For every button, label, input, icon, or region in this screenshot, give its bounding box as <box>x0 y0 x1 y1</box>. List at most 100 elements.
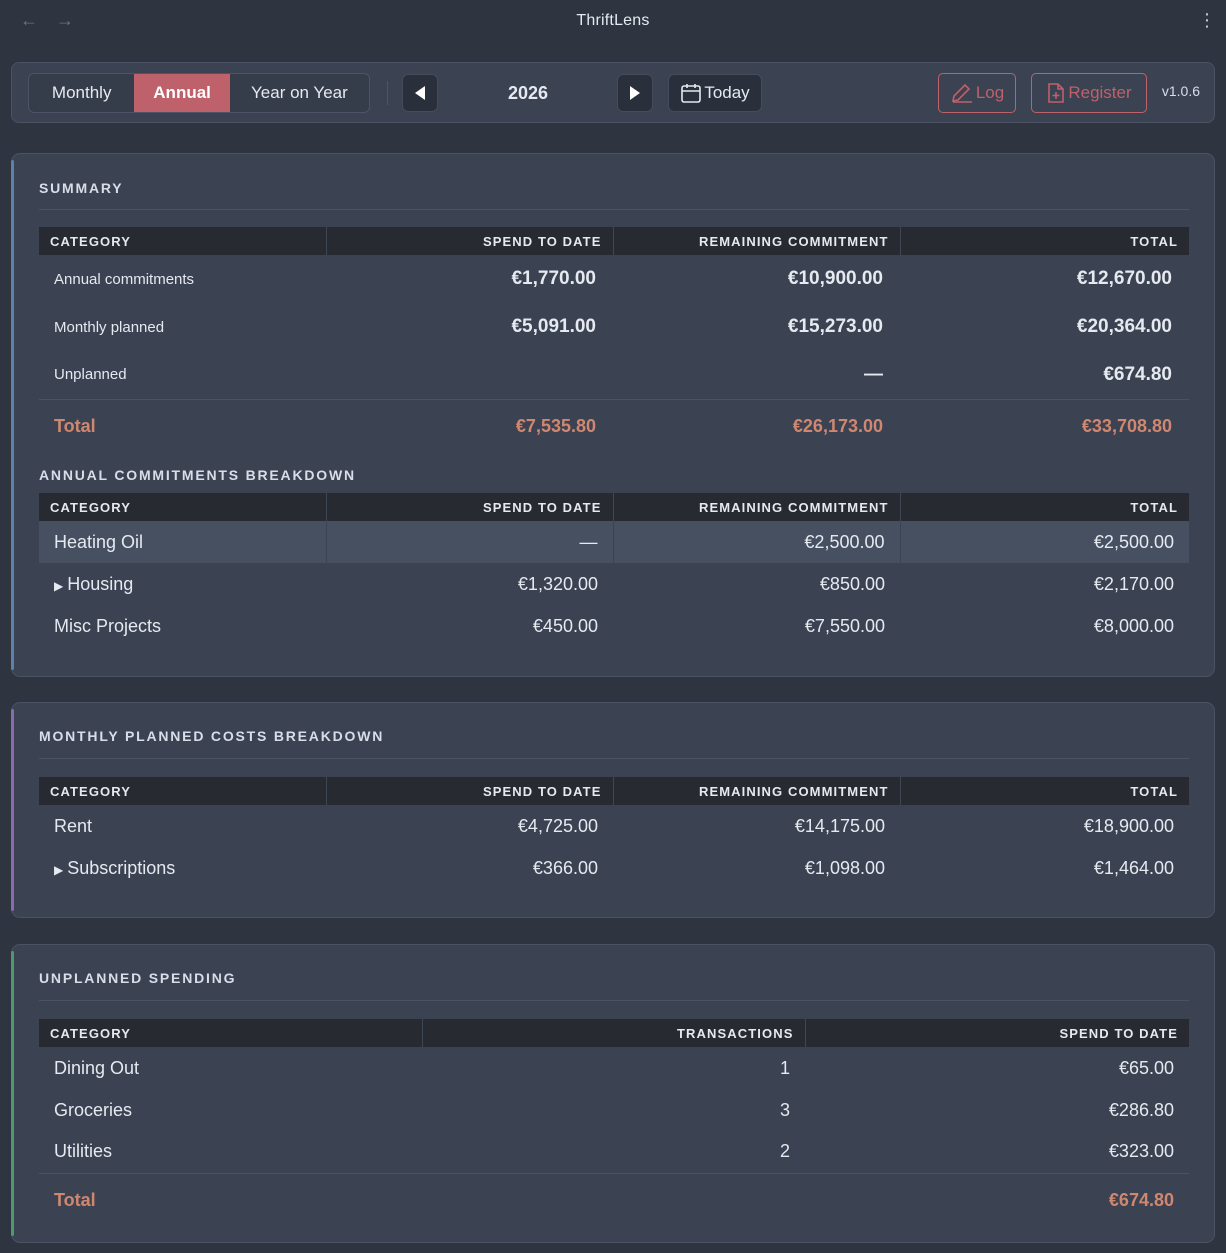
table-row: Monthly planned €5,091.00 €15,273.00 €20… <box>39 303 1189 351</box>
column-header: TOTAL <box>899 227 1189 255</box>
window-title: ThriftLens <box>576 12 650 29</box>
category-cell: ▶ Housing <box>39 563 326 605</box>
table-row[interactable]: Utilities 2 €323.00 <box>39 1131 1189 1173</box>
summary-title: SUMMARY <box>39 180 124 196</box>
column-header: TRANSACTIONS <box>421 1019 805 1047</box>
triangle-right-icon <box>630 86 640 100</box>
unplanned-table: CATEGORY TRANSACTIONS SPEND TO DATE Dini… <box>39 1019 1189 1227</box>
total-transactions-empty <box>422 1172 805 1227</box>
section-divider <box>39 758 1189 759</box>
total-cell: €18,900.00 <box>1083 815 1174 836</box>
card-accent-stripe <box>11 160 14 670</box>
column-header: CATEGORY <box>39 493 326 521</box>
back-arrow-icon[interactable]: ← <box>20 10 38 30</box>
spend-cell: €450.00 <box>532 615 598 636</box>
category-cell: Heating Oil <box>39 521 326 563</box>
toolbar: Monthly Annual Year on Year 2026 Today L… <box>11 62 1215 123</box>
monthly-breakdown-title: MONTHLY PLANNED COSTS BREAKDOWN <box>39 728 385 744</box>
spend-cell: — <box>325 521 613 563</box>
table-row[interactable]: Rent €4,725.00 €14,175.00 €18,900.00 <box>39 805 1189 847</box>
view-annual-button[interactable]: Annual <box>134 74 230 112</box>
remaining-cell: €2,500.00 <box>612 521 900 563</box>
spend-cell: €65.00 <box>1118 1057 1174 1078</box>
category-cell: Dining Out <box>54 1057 140 1078</box>
summary-table: CATEGORY SPEND TO DATE REMAINING COMMITM… <box>39 227 1189 453</box>
total-label: Total <box>39 1172 422 1227</box>
spend-cell: €286.80 <box>1108 1099 1174 1120</box>
remaining-cell: €14,175.00 <box>794 815 885 836</box>
version-label: v1.0.6 <box>1161 83 1200 99</box>
transactions-cell: 1 <box>779 1057 790 1078</box>
annual-breakdown-title: ANNUAL COMMITMENTS BREAKDOWN <box>39 467 356 483</box>
title-bar: ← → ThriftLens ⋮ <box>0 0 1226 42</box>
annual-breakdown-table: CATEGORY SPEND TO DATE REMAINING COMMITM… <box>39 493 1189 647</box>
monthly-planned-card: MONTHLY PLANNED COSTS BREAKDOWN CATEGORY… <box>11 702 1215 918</box>
total-total: €33,708.80 <box>900 398 1189 453</box>
column-header: SPEND TO DATE <box>325 227 613 255</box>
column-header: REMAINING COMMITMENT <box>612 493 900 521</box>
table-row[interactable]: Heating Oil — €2,500.00 €2,500.00 <box>39 521 1189 563</box>
column-header: SPEND TO DATE <box>804 1019 1189 1047</box>
monthly-breakdown-table: CATEGORY SPEND TO DATE REMAINING COMMITM… <box>39 777 1189 889</box>
view-year-on-year-button[interactable]: Year on Year <box>251 83 348 102</box>
expand-triangle-icon[interactable]: ▶ <box>54 578 64 593</box>
remaining-cell: €15,273.00 <box>787 316 883 337</box>
spend-cell: €5,091.00 <box>511 316 596 337</box>
unplanned-spending-card: UNPLANNED SPENDING CATEGORY TRANSACTIONS… <box>11 944 1215 1243</box>
today-label: Today <box>704 83 750 102</box>
category-cell: ▶ Subscriptions <box>39 847 326 889</box>
remaining-cell: €1,098.00 <box>804 857 885 878</box>
register-button[interactable]: Register <box>1031 73 1147 113</box>
table-row[interactable]: ▶ Subscriptions €366.00 €1,098.00 €1,464.… <box>39 847 1189 889</box>
column-header: TOTAL <box>899 493 1189 521</box>
total-row: Total €7,535.80 €26,173.00 €33,708.80 <box>39 398 1189 453</box>
total-cell: €20,364.00 <box>1076 316 1172 337</box>
summary-card: SUMMARY CATEGORY SPEND TO DATE REMAINING… <box>11 153 1215 677</box>
spend-cell: €323.00 <box>1108 1141 1174 1162</box>
category-label: Subscriptions <box>67 857 176 878</box>
view-switcher: Monthly Annual Year on Year <box>28 73 370 113</box>
total-spend: €674.80 <box>805 1172 1189 1227</box>
remaining-cell: €7,550.00 <box>804 615 885 636</box>
card-accent-stripe <box>11 951 14 1236</box>
remaining-cell: — <box>864 363 883 385</box>
today-button[interactable]: Today <box>668 74 762 112</box>
spend-cell: €4,725.00 <box>517 815 598 836</box>
column-header: SPEND TO DATE <box>325 777 613 805</box>
total-cell: €1,464.00 <box>1093 857 1174 878</box>
unplanned-title: UNPLANNED SPENDING <box>39 970 237 986</box>
transactions-cell: 3 <box>779 1099 790 1120</box>
expand-triangle-icon[interactable]: ▶ <box>54 862 64 877</box>
previous-year-button[interactable] <box>402 74 438 112</box>
table-row: Unplanned — €674.80 <box>39 351 1189 399</box>
triangle-left-icon <box>415 86 425 100</box>
table-row[interactable]: Misc Projects €450.00 €7,550.00 €8,000.0… <box>39 605 1189 647</box>
file-plus-icon <box>1048 83 1065 103</box>
column-header: REMAINING COMMITMENT <box>612 777 900 805</box>
column-header: CATEGORY <box>39 1019 422 1047</box>
category-cell: Misc Projects <box>54 615 162 636</box>
view-monthly-button[interactable]: Monthly <box>51 83 112 102</box>
history-nav: ← → <box>20 9 74 31</box>
total-cell: €2,170.00 <box>1093 573 1174 594</box>
log-label: Log <box>975 83 1005 102</box>
column-header: SPEND TO DATE <box>325 493 613 521</box>
column-header: TOTAL <box>899 777 1189 805</box>
kebab-menu-icon[interactable]: ⋮ <box>1198 10 1216 30</box>
section-divider <box>39 209 1189 210</box>
column-header: CATEGORY <box>39 227 326 255</box>
forward-arrow-icon[interactable]: → <box>56 10 74 30</box>
spend-cell: €1,320.00 <box>517 573 598 594</box>
table-row[interactable]: ▶ Housing €1,320.00 €850.00 €2,170.00 <box>39 563 1189 605</box>
total-remaining: €26,173.00 <box>613 398 900 453</box>
log-button[interactable]: Log <box>938 73 1016 113</box>
category-label: Housing <box>67 573 134 594</box>
year-display: 2026 <box>507 82 549 103</box>
total-cell: €2,500.00 <box>899 521 1189 563</box>
column-header: REMAINING COMMITMENT <box>612 227 900 255</box>
column-header: CATEGORY <box>39 777 326 805</box>
table-row[interactable]: Groceries 3 €286.80 <box>39 1089 1189 1131</box>
table-row[interactable]: Dining Out 1 €65.00 <box>39 1047 1189 1089</box>
next-year-button[interactable] <box>617 74 653 112</box>
spend-cell: €366.00 <box>532 857 598 878</box>
